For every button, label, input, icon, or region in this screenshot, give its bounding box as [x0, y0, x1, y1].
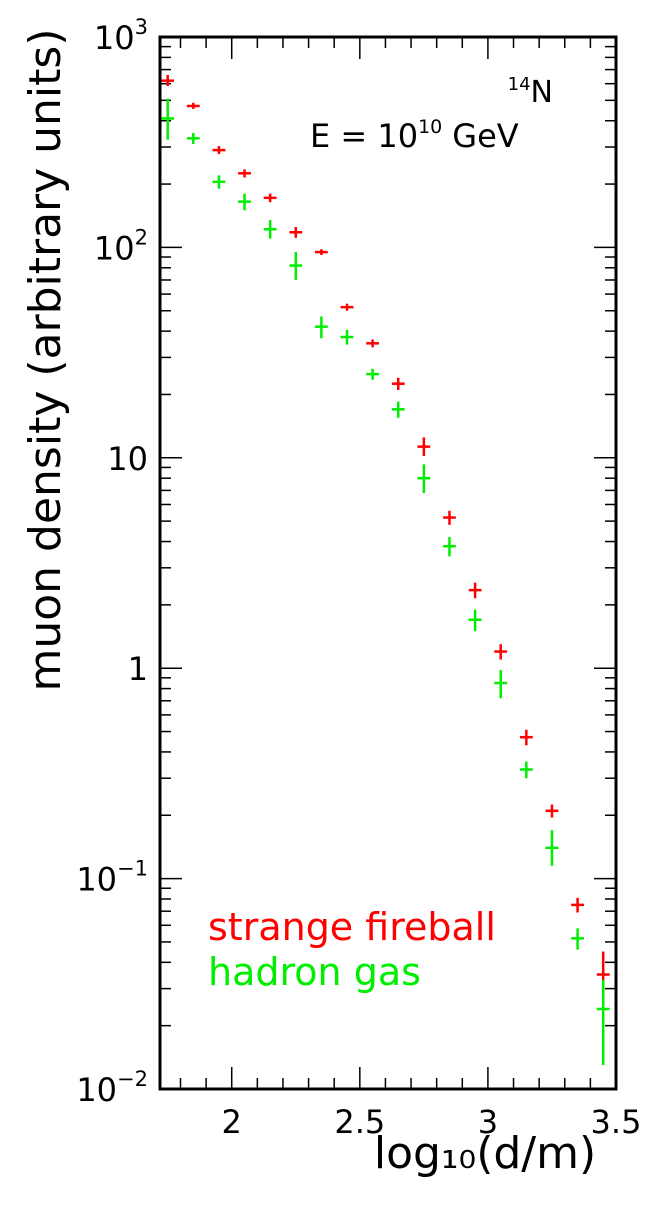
data-point [238, 169, 251, 178]
data-point [366, 368, 380, 380]
energy-prefix: E = 10 [310, 117, 418, 155]
data-point [161, 98, 175, 140]
data-point [391, 377, 405, 391]
data-point [289, 252, 303, 280]
legend-entry-hadron-gas: hadron gas [208, 950, 421, 994]
series-hadron-gas [161, 98, 610, 1066]
data-point [186, 102, 200, 109]
data-point [340, 303, 354, 311]
nucleus-mass-number: 14 [508, 74, 531, 95]
energy-annotation: E = 1010 GeV [310, 116, 519, 155]
data-point [263, 193, 277, 203]
data-point [545, 830, 559, 866]
data-point [238, 193, 251, 211]
data-point [161, 74, 175, 86]
data-point [494, 670, 508, 699]
data-series [161, 74, 610, 1066]
data-point [314, 249, 328, 256]
data-point [289, 227, 303, 238]
data-point [212, 175, 226, 189]
data-point [417, 437, 431, 456]
y-axis-label: muon density (arbitrary units) [20, 29, 71, 692]
data-point [571, 897, 584, 913]
axis-ticks [160, 37, 617, 1090]
data-point [391, 401, 405, 418]
data-point [263, 219, 277, 239]
data-point [443, 510, 456, 525]
data-point [571, 928, 584, 950]
y-tick-label: 10−2 [76, 1067, 148, 1109]
data-point [417, 464, 431, 494]
data-point [314, 316, 328, 339]
series-strange-fireball [161, 74, 610, 999]
energy-unit: GeV [452, 117, 518, 155]
y-tick-label: 102 [94, 225, 148, 267]
x-tick-labels: 2 2.5 3 3.5 [222, 1103, 642, 1141]
y-tick-label: 1 [128, 650, 148, 688]
data-point [468, 582, 482, 599]
y-tick-label: 10 [107, 440, 148, 478]
data-point [494, 644, 508, 660]
x-tick-label: 3 [478, 1103, 498, 1141]
data-point [519, 729, 533, 746]
x-axis-label: log₁₀(d/m) [374, 1128, 596, 1179]
plot-frame [158, 35, 618, 1091]
energy-exponent: 10 [418, 116, 442, 138]
data-point [212, 146, 226, 154]
data-point [519, 761, 533, 779]
data-point [443, 537, 456, 557]
data-point [468, 609, 482, 632]
data-point [186, 132, 200, 145]
data-point [340, 329, 354, 345]
x-tick-label: 2.5 [334, 1103, 385, 1141]
data-point [366, 339, 380, 348]
y-tick-label: 103 [94, 15, 148, 57]
x-tick-label: 2 [222, 1103, 242, 1141]
y-tick-label: 10−1 [76, 857, 148, 899]
nucleus-symbol: N [531, 75, 553, 110]
data-point [545, 804, 559, 818]
data-point [596, 979, 610, 1066]
nucleus-annotation: 14N [508, 74, 553, 110]
legend-entry-strange-fireball: strange fireball [208, 905, 496, 949]
x-tick-label: 3.5 [591, 1103, 642, 1141]
